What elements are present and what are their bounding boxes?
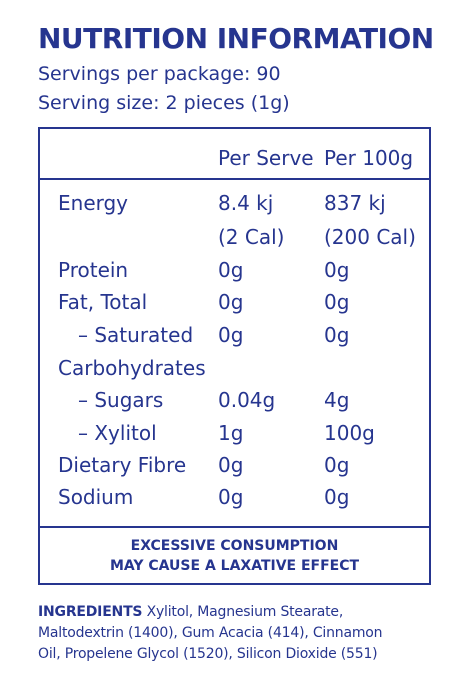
- row-protein-name: Protein: [58, 258, 129, 282]
- ingredients-line-1: INGREDIENTS Xylitol, Magnesium Stearate,: [38, 602, 438, 623]
- row-energy-serve: 8.4 kj: [218, 191, 274, 215]
- row-sodium-name: Sodium: [58, 485, 134, 509]
- page-title: NUTRITION INFORMATION: [38, 22, 434, 55]
- row-sodium-serve: 0g: [218, 485, 244, 509]
- row-xylitol-serve: 1g: [218, 421, 244, 445]
- row-protein-100g: 0g: [324, 258, 350, 282]
- ingredients-text-1: Xylitol, Magnesium Stearate,: [142, 604, 344, 620]
- row-saturated-100g: 0g: [324, 323, 350, 347]
- row-xylitol-name: – Xylitol: [78, 421, 157, 445]
- row-energy-cal-100g: (200 Cal): [324, 225, 416, 249]
- row-sugars-serve: 0.04g: [218, 388, 276, 412]
- row-energy-cal-serve: (2 Cal): [218, 225, 285, 249]
- nutrition-panel: Per Serve Per 100g Energy 8.4 kj 837 kj …: [38, 127, 431, 585]
- warning-divider: [40, 526, 429, 528]
- row-fibre-100g: 0g: [324, 453, 350, 477]
- header-per-100g: Per 100g: [324, 146, 414, 170]
- row-saturated-name: – Saturated: [78, 323, 194, 347]
- row-energy-name: Energy: [58, 191, 129, 215]
- row-sodium-100g: 0g: [324, 485, 350, 509]
- servings-per-package: Servings per package: 90: [38, 63, 281, 85]
- ingredients-line-2: Maltodextrin (1400), Gum Acacia (414), C…: [38, 625, 383, 641]
- warning-line-1: EXCESSIVE CONSUMPTION: [130, 538, 339, 554]
- row-saturated-serve: 0g: [218, 323, 244, 347]
- row-energy-100g: 837 kj: [324, 191, 386, 215]
- row-xylitol-100g: 100g: [324, 421, 375, 445]
- row-sugars-100g: 4g: [324, 388, 350, 412]
- ingredients-line-3: Oil, Propelene Glycol (1520), Silicon Di…: [38, 646, 378, 662]
- row-carbohydrates-name: Carbohydrates: [58, 356, 206, 380]
- row-fat-name: Fat, Total: [58, 290, 148, 314]
- row-fat-100g: 0g: [324, 290, 350, 314]
- row-protein-serve: 0g: [218, 258, 244, 282]
- row-fibre-serve: 0g: [218, 453, 244, 477]
- row-sugars-name: – Sugars: [78, 388, 164, 412]
- ingredients-block: INGREDIENTS Xylitol, Magnesium Stearate,…: [38, 602, 438, 665]
- row-fibre-name: Dietary Fibre: [58, 453, 187, 477]
- header-divider: [40, 178, 429, 180]
- serving-size: Serving size: 2 pieces (1g): [38, 92, 290, 114]
- row-fat-serve: 0g: [218, 290, 244, 314]
- ingredients-label: INGREDIENTS: [38, 604, 143, 620]
- header-per-serve: Per Serve: [218, 146, 314, 170]
- warning-line-2: MAY CAUSE A LAXATIVE EFFECT: [109, 558, 360, 574]
